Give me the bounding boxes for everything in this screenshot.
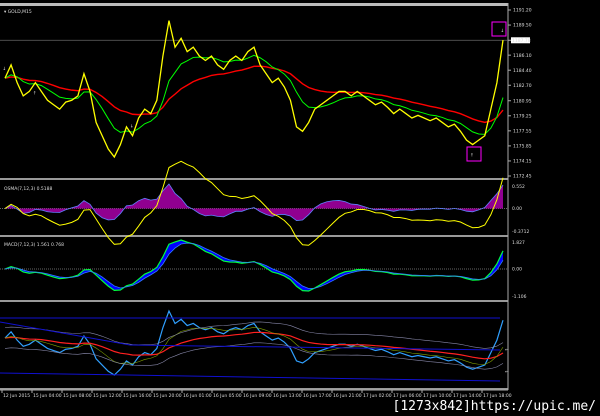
buy-signal-box bbox=[466, 146, 482, 162]
macd-label: MACD(7,12,3) 1.561 0.768 bbox=[4, 242, 64, 248]
time-tick-label: 16 Jun 01:00 bbox=[183, 393, 212, 399]
top-bar bbox=[0, 3, 508, 6]
price-tick-label: 1186.10 bbox=[513, 53, 532, 59]
current-price-box bbox=[511, 37, 530, 44]
price-tick-label: 1191.20 bbox=[513, 8, 532, 14]
upper-band-line bbox=[4, 321, 504, 349]
slow-ma-line bbox=[4, 65, 504, 124]
time-tick-label: 15 Jun 08:00 bbox=[63, 393, 92, 399]
time-tick-label: 17 Jun 18:00 bbox=[483, 393, 512, 399]
fast-ma-line bbox=[4, 54, 504, 135]
time-tick-label: 16 Jun 13:00 bbox=[273, 393, 302, 399]
sell-arrow-icon: ↓ bbox=[3, 66, 7, 72]
price-tick-label: 1174.15 bbox=[513, 159, 532, 165]
pink-arrow-icon: ← bbox=[505, 348, 509, 353]
pink-arrow-icon: ← bbox=[505, 370, 509, 375]
channel-line bbox=[0, 321, 131, 346]
watermark: [1273x842]https://upic.me/ bbox=[392, 399, 597, 414]
bottom-fast-ma-line bbox=[4, 326, 504, 365]
channel-line bbox=[129, 344, 501, 351]
macd-signal-line bbox=[4, 242, 504, 289]
osma-signal-line bbox=[4, 183, 504, 221]
osma-label: OSMA(7,12,3) 0.5188 bbox=[4, 186, 52, 192]
time-tick-label: 15 Jun 20:00 bbox=[153, 393, 182, 399]
time-tick-label: 17 Jun 14:00 bbox=[453, 393, 482, 399]
osma-axis-min: -0.3712 bbox=[512, 229, 530, 235]
time-tick-label: 15 Jun 12:00 bbox=[93, 393, 122, 399]
current-price-label: 1187.78 bbox=[512, 38, 531, 44]
price-tick-label: 1189.50 bbox=[513, 23, 532, 29]
price-tick-label: 1175.85 bbox=[513, 143, 532, 149]
time-tick-label: 17 Jun 10:00 bbox=[423, 393, 452, 399]
price-line bbox=[4, 20, 504, 159]
price-tick-label: 1177.55 bbox=[513, 128, 532, 134]
macd-axis-max: 1.827 bbox=[512, 240, 525, 246]
time-tick-label: 15 Jun 16:00 bbox=[123, 393, 152, 399]
price-tick-label: 1184.40 bbox=[513, 68, 532, 74]
sell-arrow-icon: ↓ bbox=[501, 28, 505, 34]
time-tick-label: 17 Jun 06:00 bbox=[393, 393, 422, 399]
osma-axis-zero: 0.00 bbox=[512, 206, 522, 212]
macd-axis-zero: 0.00 bbox=[512, 267, 522, 273]
bottom-price-line bbox=[4, 309, 504, 376]
osma-yellow-line bbox=[4, 160, 504, 246]
lower-band-line bbox=[4, 342, 504, 370]
price-tick-label: 1182.70 bbox=[513, 83, 532, 89]
buy-arrow-icon: ↑ bbox=[33, 91, 37, 97]
time-tick-label: 16 Jun 05:00 bbox=[213, 393, 242, 399]
sell-signal-box bbox=[491, 21, 507, 37]
time-tick-label: 16 Jun 17:00 bbox=[303, 393, 332, 399]
price-tick-label: 1179.25 bbox=[513, 113, 532, 119]
time-tick-label: 12 Jun 2015 bbox=[3, 393, 30, 399]
time-tick-label: 16 Jun 09:00 bbox=[243, 393, 272, 399]
channel-line bbox=[0, 372, 501, 382]
osma-axis-max: 0.552 bbox=[512, 184, 525, 190]
osma-histogram bbox=[5, 184, 503, 221]
bottom-ma-line bbox=[4, 331, 504, 360]
time-tick-label: 15 Jun 04:00 bbox=[33, 393, 62, 399]
macd-axis-min: -1.106 bbox=[512, 294, 527, 300]
macd-fill bbox=[5, 240, 503, 292]
price-tick-label: 1180.95 bbox=[513, 98, 532, 104]
sell-arrow-icon: ↓ bbox=[130, 124, 134, 130]
time-tick-label: 16 Jun 21:00 bbox=[333, 393, 362, 399]
price-tick-label: 1172.45 bbox=[513, 174, 532, 180]
symbol-label: ▾ GOLD,M15 bbox=[4, 9, 32, 15]
macd-line bbox=[4, 239, 504, 292]
time-tick-label: 17 Jun 02:00 bbox=[363, 393, 392, 399]
buy-arrow-icon: ↑ bbox=[470, 153, 474, 159]
